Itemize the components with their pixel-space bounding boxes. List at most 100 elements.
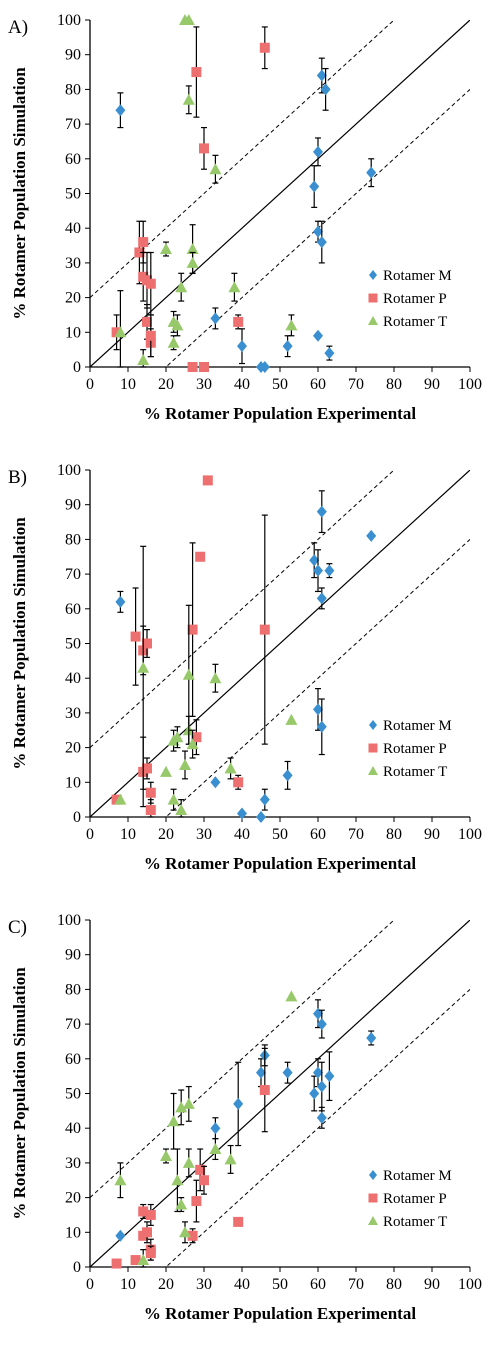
- x-tick-label-b-0: 0: [86, 826, 94, 843]
- point-rotamer-t-c-9: [182, 1156, 195, 1168]
- y-tick-label-a-1: 10: [65, 324, 81, 341]
- x-tick-label-b-10: 100: [458, 826, 482, 843]
- point-rotamer-m-b-6: [309, 554, 320, 567]
- point-rotamer-t-a-4: [167, 336, 180, 348]
- point-rotamer-m-b-13: [366, 529, 377, 542]
- point-rotamer-p-b-7: [145, 805, 156, 816]
- point-rotamer-t-c-2: [160, 1149, 172, 1161]
- x-axis-label-c: % Rotamer Population Experimental: [144, 1304, 416, 1323]
- x-tick-label-a-7: 70: [348, 376, 364, 393]
- point-rotamer-t-a-14: [285, 319, 298, 331]
- point-rotamer-t-c-3: [167, 1115, 180, 1127]
- point-rotamer-m-c-11: [316, 1080, 327, 1093]
- point-rotamer-p-c-13: [259, 1085, 270, 1096]
- point-rotamer-m-c-5: [282, 1066, 293, 1079]
- point-rotamer-p-a-8: [145, 330, 156, 341]
- y-tick-label-b-8: 80: [65, 531, 81, 548]
- x-tick-label-a-1: 10: [120, 376, 136, 393]
- y-tick-label-c-2: 20: [65, 1190, 81, 1207]
- panel-label-c: C): [8, 917, 27, 938]
- point-rotamer-p-c-1: [130, 1255, 141, 1266]
- point-rotamer-t-a-8: [182, 93, 195, 105]
- panel-label-b: B): [8, 467, 27, 488]
- point-rotamer-p-b-12: [233, 777, 244, 788]
- point-rotamer-m-a-1: [210, 312, 221, 325]
- point-rotamer-m-b-2: [237, 807, 247, 820]
- point-rotamer-m-b-1: [210, 776, 221, 789]
- point-rotamer-m-a-14: [366, 166, 377, 179]
- point-rotamer-m-a-4: [259, 361, 270, 373]
- legend-label-0-b: Rotamer M: [383, 718, 452, 734]
- x-tick-label-a-8: 80: [386, 376, 402, 393]
- scatter-plot-a: A) 0 10 20 30 40 50 60 70 80 90 100 0 10 20 30 40 50 60 70 8…: [8, 12, 482, 423]
- point-rotamer-p-a-12: [199, 362, 209, 372]
- panel-c: C) 0 10 20 30 40 50 60 70 80 90 100 0 10 20 30 40 50 60 70 8…: [0, 900, 489, 1350]
- point-rotamer-m-b-11: [316, 592, 327, 605]
- point-rotamer-t-a-6: [175, 281, 188, 293]
- legend-triangle-icon-a: [368, 316, 378, 325]
- point-rotamer-m-c-10: [316, 1111, 327, 1124]
- point-rotamer-t-b-12: [224, 762, 237, 774]
- point-rotamer-t-c-8: [182, 1097, 195, 1109]
- point-rotamer-p-b-0: [111, 794, 122, 805]
- point-rotamer-t-c-1: [137, 1254, 150, 1266]
- point-rotamer-t-b-1: [137, 661, 150, 673]
- point-rotamer-m-c-3: [256, 1066, 266, 1079]
- y-tick-label-c-4: 40: [65, 1120, 81, 1137]
- point-rotamer-t-a-13: [228, 281, 241, 293]
- scatter-plot-c: C) 0 10 20 30 40 50 60 70 80 90 100 0 10 20 30 40 50 60 70 8…: [8, 912, 482, 1323]
- legend-label-0-a: Rotamer M: [383, 268, 452, 284]
- point-rotamer-t-c-6: [175, 1198, 188, 1210]
- point-rotamer-t-b-9: [182, 668, 195, 680]
- point-rotamer-t-c-4: [171, 1174, 184, 1186]
- y-tick-label-c-7: 70: [65, 1016, 81, 1033]
- point-rotamer-m-b-4: [259, 793, 270, 806]
- x-tick-label-a-2: 20: [158, 376, 174, 393]
- x-tick-label-a-6: 60: [310, 376, 326, 393]
- reference-line-c-2: [165, 989, 470, 1267]
- x-tick-label-c-6: 60: [310, 1276, 326, 1293]
- x-tick-label-c-1: 10: [120, 1276, 136, 1293]
- point-rotamer-p-a-5: [142, 316, 152, 327]
- point-rotamer-m-a-11: [316, 236, 327, 249]
- legend-label-1-c: Rotamer P: [383, 1191, 447, 1207]
- legend-diamond-icon-a: [369, 270, 377, 280]
- legend-square-icon-a: [368, 293, 378, 303]
- y-tick-label-a-3: 30: [65, 255, 81, 272]
- point-rotamer-t-b-5: [171, 731, 184, 743]
- y-tick-label-b-7: 70: [65, 566, 81, 583]
- point-rotamer-p-a-0: [111, 327, 122, 338]
- x-tick-label-c-10: 100: [458, 1276, 482, 1293]
- point-rotamer-m-c-13: [366, 1031, 377, 1044]
- point-rotamer-p-c-2: [138, 1206, 149, 1217]
- reference-line-a-0: [90, 20, 470, 367]
- point-rotamer-t-b-11: [209, 672, 222, 684]
- point-rotamer-p-c-9: [191, 1196, 202, 1207]
- y-tick-label-b-4: 40: [65, 670, 81, 687]
- y-tick-label-a-7: 70: [65, 116, 81, 133]
- point-rotamer-m-c-9: [313, 1066, 323, 1079]
- y-tick-label-b-6: 60: [65, 601, 81, 618]
- point-rotamer-t-b-7: [179, 758, 191, 770]
- point-rotamer-m-a-13: [324, 347, 335, 360]
- point-rotamer-p-c-0: [111, 1258, 122, 1269]
- x-tick-label-a-4: 40: [234, 376, 250, 393]
- x-tick-label-a-0: 0: [86, 376, 94, 393]
- x-tick-label-b-9: 90: [424, 826, 440, 843]
- point-rotamer-p-b-9: [191, 732, 202, 743]
- point-rotamer-m-a-0: [115, 104, 126, 117]
- x-tick-label-b-2: 20: [158, 826, 174, 843]
- x-tick-label-c-3: 30: [196, 1276, 212, 1293]
- y-tick-label-b-2: 20: [65, 740, 81, 757]
- x-tick-label-b-4: 40: [234, 826, 250, 843]
- point-rotamer-m-c-8: [316, 1018, 327, 1031]
- x-tick-label-a-10: 100: [458, 376, 482, 393]
- point-rotamer-m-a-7: [313, 225, 323, 238]
- point-rotamer-t-a-12: [209, 163, 222, 175]
- point-rotamer-p-a-1: [134, 247, 145, 258]
- point-rotamer-p-b-4: [142, 638, 152, 649]
- point-rotamer-p-a-10: [191, 67, 202, 78]
- x-tick-label-b-7: 70: [348, 826, 364, 843]
- point-rotamer-m-b-3: [256, 811, 266, 823]
- y-tick-label-c-8: 80: [65, 981, 81, 998]
